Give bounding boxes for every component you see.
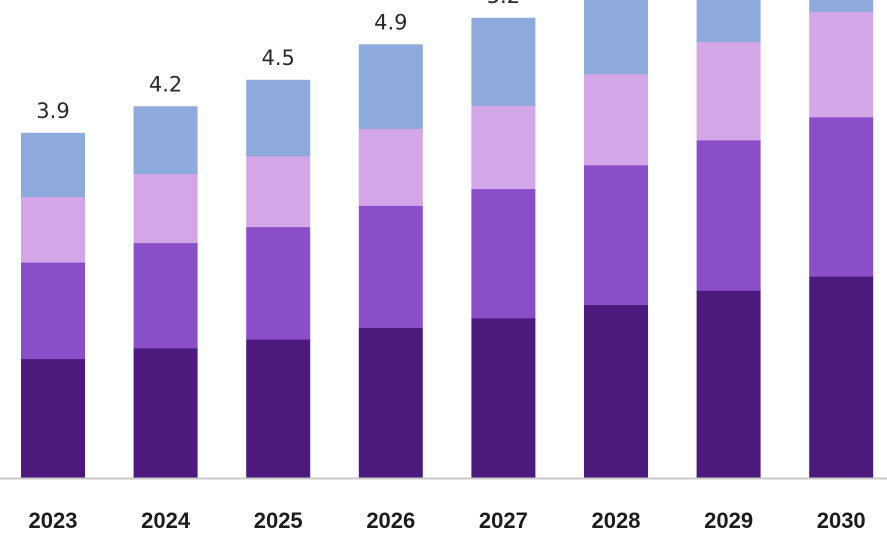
bar-segment-2025-s1 [246,339,311,479]
bar-segment-2025-s4 [246,79,311,157]
total-label-2023: 3.9 [36,99,69,123]
bar-segment-2029-s3 [696,41,761,141]
bar-segment-2029-s2 [696,139,761,291]
bar-segment-2026-s4 [358,44,423,129]
bar-segment-2026-s3 [358,128,423,206]
bar-segment-2024-s1 [133,347,198,479]
bar-segment-2028-s4 [584,0,648,75]
x-tick-label-2028: 2028 [592,508,641,533]
bar-segment-2026-s1 [358,327,423,479]
bar-segment-2029-s1 [696,290,761,479]
bar-segment-2025-s2 [246,226,311,340]
bar-segment-2030-s4 [809,0,874,13]
bar-segment-2023-s4 [21,132,85,197]
bar-segment-2024-s4 [133,106,198,175]
bar-segment-2030-s3 [809,11,874,118]
bar-segment-2028-s3 [584,73,648,166]
bar-segment-2027-s2 [471,188,536,319]
total-label-2024: 4.2 [149,72,182,96]
bar-segment-2024-s3 [133,173,198,244]
bar-segment-2023-s2 [21,262,85,360]
bar-segment-2025-s3 [246,155,311,228]
total-label-2025: 4.5 [261,46,294,70]
total-label-2026: 4.9 [374,10,407,34]
x-tick-label-2027: 2027 [479,508,528,533]
bar-segment-2028-s2 [584,164,648,305]
bar-segment-2028-s1 [584,304,648,479]
x-tick-label-2023: 2023 [29,508,78,533]
bars-layer [21,0,874,479]
bar-segment-2023-s3 [21,196,85,263]
total-labels-layer: 3.94.24.54.95.25.66.16.5 [36,0,520,123]
bar-segment-2030-s1 [809,276,874,479]
bar-segment-2027-s4 [471,17,536,106]
x-tick-label-2026: 2026 [366,508,415,533]
bar-segment-2029-s4 [696,0,761,43]
x-tick-label-2029: 2029 [704,508,753,533]
x-tick-label-2030: 2030 [817,508,866,533]
bar-segment-2027-s3 [471,105,536,190]
bar-segment-2026-s2 [358,205,423,328]
total-label-2027: 5.2 [487,0,520,8]
x-tick-label-2025: 2025 [254,508,303,533]
x-tick-label-2024: 2024 [141,508,191,533]
bar-segment-2027-s1 [471,317,536,479]
bar-segment-2030-s2 [809,116,874,277]
bar-segment-2024-s2 [133,242,198,349]
bar-segment-2023-s1 [21,358,85,479]
x-tick-labels-layer: 2023 2024 2025 2026 2027 2028 2029 2030 [29,508,866,533]
